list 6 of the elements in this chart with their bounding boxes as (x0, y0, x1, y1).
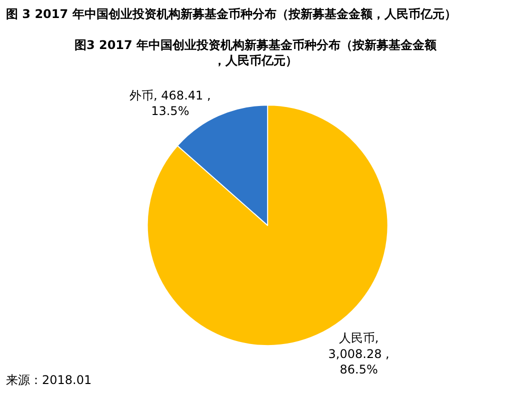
caption: 图 3 2017 年中国创业投资机构新募基金币种分布（按新募基金金额，人民币亿元） (6, 7, 456, 21)
pie-slice (147, 104, 388, 346)
chart-title: 图3 2017 年中国创业投资机构新募基金币种分布（按新募基金金额，人民币亿元） (74, 38, 438, 68)
slice-label: 外币, 468.41 , 13.5% (130, 88, 211, 118)
slice-label: 人民币, 3,008.28 , 86.5% (328, 331, 390, 376)
source-note: 来源：2018.01 (6, 373, 92, 387)
